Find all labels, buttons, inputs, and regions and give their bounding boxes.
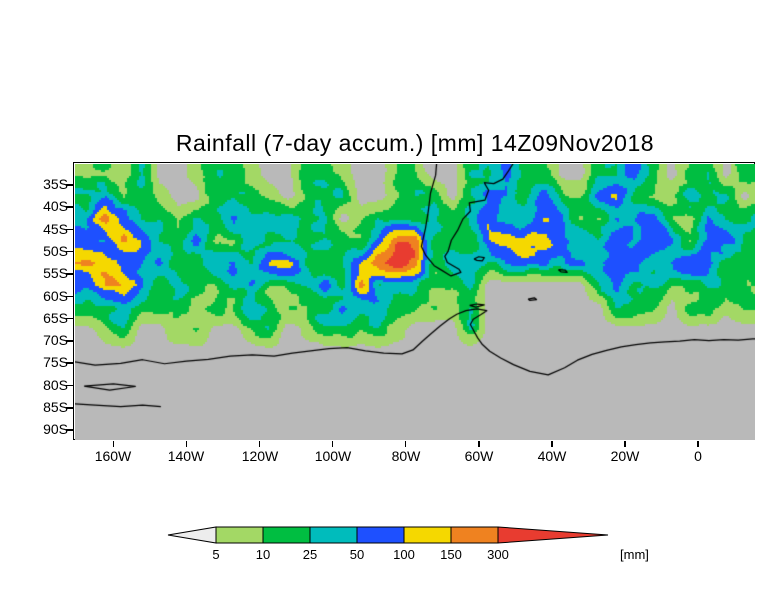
lon-tick-mark bbox=[551, 441, 553, 447]
lon-tick-label: 100W bbox=[314, 448, 352, 464]
lon-tick-mark bbox=[624, 441, 626, 447]
lat-tick-label: 90S bbox=[43, 421, 68, 437]
lat-tick-label: 80S bbox=[43, 377, 68, 393]
lon-tick-mark bbox=[112, 441, 115, 447]
colorbar-below-arrow bbox=[167, 526, 217, 544]
lon-tick-label: 160W bbox=[94, 448, 132, 464]
rainfall-map-canvas bbox=[75, 164, 755, 440]
lat-tick-label: 60S bbox=[43, 288, 68, 304]
colorbar-segment bbox=[403, 526, 452, 544]
colorbar-tick-label: 150 bbox=[440, 547, 462, 562]
lon-tick-mark bbox=[697, 441, 699, 447]
lat-tick-label: 40S bbox=[43, 198, 68, 214]
lat-tick-mark bbox=[66, 317, 73, 320]
lat-tick-mark bbox=[66, 362, 73, 364]
lon-tick-mark bbox=[185, 441, 188, 447]
lat-tick-label: 35S bbox=[43, 176, 68, 192]
lon-tick-mark bbox=[331, 441, 334, 447]
lon-tick-label: 120W bbox=[241, 448, 279, 464]
lon-tick-label: 80W bbox=[391, 448, 421, 464]
lat-tick-mark bbox=[66, 273, 73, 275]
lat-tick-label: 65S bbox=[43, 310, 68, 326]
colorbar-segment bbox=[356, 526, 405, 544]
lat-tick-mark bbox=[66, 228, 73, 231]
colorbar-tick-label: 300 bbox=[487, 547, 509, 562]
lon-tick-label: 20W bbox=[610, 448, 640, 464]
colorbar-segment bbox=[215, 526, 264, 544]
lat-tick-mark bbox=[66, 429, 73, 431]
lat-tick-mark bbox=[66, 206, 73, 208]
lat-tick-mark bbox=[66, 407, 73, 409]
lat-tick-mark bbox=[66, 384, 73, 387]
lat-tick-label: 55S bbox=[43, 265, 68, 281]
lon-tick-label: 140W bbox=[167, 448, 205, 464]
lat-tick-label: 50S bbox=[43, 243, 68, 259]
lon-tick-label: 0 bbox=[694, 448, 702, 464]
lat-tick-label: 75S bbox=[43, 354, 68, 370]
colorbar-above-arrow bbox=[497, 526, 609, 544]
lat-tick-mark bbox=[66, 340, 73, 342]
colorbar-tick-label: 25 bbox=[303, 547, 317, 562]
lon-tick-mark bbox=[258, 441, 261, 447]
colorbar-tick-label: 5 bbox=[212, 547, 219, 562]
lon-tick-mark bbox=[478, 441, 480, 447]
colorbar-tick-label: 10 bbox=[256, 547, 270, 562]
lat-tick-label: 45S bbox=[43, 221, 68, 237]
lon-tick-label: 40W bbox=[537, 448, 567, 464]
lon-tick-label: 60W bbox=[464, 448, 494, 464]
colorbar: 5 10 25 50 100 150 300 [mm] bbox=[167, 526, 649, 562]
colorbar-segment bbox=[450, 526, 499, 544]
colorbar-unit-label: [mm] bbox=[620, 547, 649, 562]
lat-tick-mark bbox=[66, 295, 73, 297]
plot-title: Rainfall (7-day accum.) [mm] 14Z09Nov201… bbox=[175, 130, 655, 156]
colorbar-tick-label: 50 bbox=[350, 547, 364, 562]
lat-tick-label: 70S bbox=[43, 332, 68, 348]
colorbar-segment bbox=[262, 526, 311, 544]
colorbar-tick-label: 100 bbox=[393, 547, 415, 562]
lat-tick-mark bbox=[66, 184, 73, 186]
lat-tick-label: 85S bbox=[43, 399, 68, 415]
lon-tick-mark bbox=[404, 441, 407, 447]
lat-tick-mark bbox=[66, 250, 73, 253]
colorbar-segment bbox=[309, 526, 358, 544]
